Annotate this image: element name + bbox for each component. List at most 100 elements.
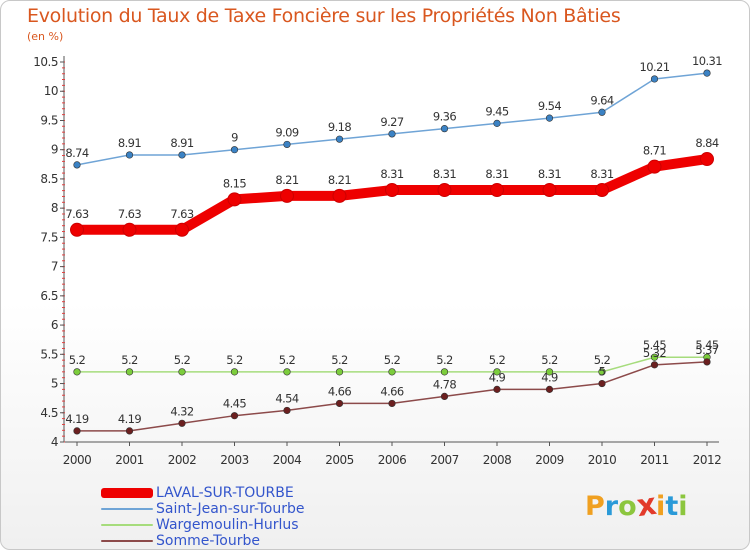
- data-label: 8.31: [433, 167, 456, 181]
- data-point: [227, 192, 242, 207]
- data-point: [283, 368, 291, 376]
- data-point: [440, 125, 449, 133]
- data-label: 8.91: [170, 136, 193, 150]
- data-label: 5.2: [489, 353, 506, 367]
- data-label: 5.45: [695, 338, 718, 352]
- legend-label: LAVAL-SUR-TOURBE: [156, 485, 294, 501]
- y-tick-label: 4: [51, 435, 58, 449]
- x-tick-label: 2002: [168, 453, 197, 467]
- data-point: [73, 368, 81, 376]
- data-point: [125, 368, 134, 376]
- data-label: 4.19: [118, 412, 141, 426]
- data-label: 5.2: [121, 353, 138, 367]
- y-tick-label: 9: [51, 143, 58, 157]
- data-point: [440, 392, 449, 401]
- y-tick-label: 6: [51, 318, 58, 332]
- data-point: [283, 140, 291, 149]
- x-tick-label: 2007: [430, 453, 459, 467]
- data-point: [388, 399, 396, 408]
- data-label: 9.18: [328, 120, 351, 134]
- data-label: 5: [599, 365, 606, 379]
- data-label: 9.27: [380, 115, 403, 129]
- data-label: 4.78: [433, 377, 456, 391]
- data-point: [230, 412, 239, 420]
- data-point: [703, 358, 711, 366]
- legend-item: Somme-Tourbe: [101, 533, 361, 549]
- y-tick-label: 8: [51, 201, 58, 215]
- data-label: 8.15: [223, 176, 246, 190]
- data-label: 8.74: [65, 146, 88, 160]
- x-tick-label: 2000: [63, 453, 92, 467]
- series-wargemoulin-hurlus: 5.2 5.2 5.2 5.2 5.2 5.2 5.2 5.2 5.2 5.2 5.2 5.45 5.4…: [69, 338, 719, 376]
- data-point: [440, 368, 449, 376]
- series-saint-jean-sur-tourbe: 8.74 8.91 8.91 9 9.09 9.18 9.27 9.36 9.45 9.54 9.6…: [65, 54, 723, 169]
- y-tick-label: 8.5: [40, 172, 58, 186]
- data-point: [703, 69, 711, 77]
- data-point: [70, 222, 84, 237]
- legend-label: Somme-Tourbe: [156, 533, 260, 549]
- y-tick-label: 9.5: [40, 113, 58, 127]
- data-point: [493, 368, 501, 376]
- y-tick-label: 10.5: [33, 55, 58, 69]
- data-point: [388, 368, 396, 376]
- data-point: [125, 427, 134, 435]
- logo-letter: o: [618, 491, 637, 522]
- data-point: [493, 119, 501, 127]
- data-label: 10.31: [692, 54, 722, 68]
- data-point: [650, 361, 659, 369]
- data-label: 8.71: [643, 144, 666, 158]
- legend-item: LAVAL-SUR-TOURBE: [101, 485, 361, 501]
- y-tick-label: 6.5: [40, 289, 58, 303]
- data-label: 4.32: [170, 404, 193, 418]
- data-point: [335, 368, 344, 376]
- data-label: 5.2: [174, 353, 191, 367]
- proxiti-logo: Proxiti: [585, 487, 688, 524]
- legend-label: Wargemoulin-Hurlus: [156, 517, 299, 533]
- y-tick-label: 5.5: [40, 347, 58, 361]
- chart-title: Evolution du Taux de Taxe Foncière sur l…: [27, 5, 621, 27]
- data-point: [178, 151, 186, 159]
- data-point: [542, 183, 557, 198]
- data-label: 7.63: [170, 207, 193, 221]
- data-point: [122, 222, 137, 237]
- y-tick-label: 7: [51, 260, 58, 274]
- data-point: [493, 385, 501, 393]
- data-label: 9.36: [433, 110, 456, 124]
- x-tick-label: 2001: [115, 453, 144, 467]
- data-label: 5.2: [279, 353, 296, 367]
- data-label: 5.37: [695, 343, 718, 357]
- y-tick-label: 4.5: [40, 406, 58, 420]
- data-point: [545, 368, 554, 376]
- y-tick-label: 10: [44, 84, 58, 98]
- data-point: [335, 135, 344, 143]
- data-label: 7.63: [118, 207, 141, 221]
- data-label: 4.54: [275, 391, 298, 405]
- data-point: [545, 114, 554, 122]
- data-label: 4.45: [223, 397, 246, 411]
- data-point: [437, 183, 452, 198]
- x-tick-label: 2012: [693, 453, 722, 467]
- x-tick-label: 2011: [640, 453, 669, 467]
- data-point: [283, 406, 291, 415]
- data-label: 10.21: [640, 60, 670, 74]
- data-point: [73, 427, 81, 435]
- x-tick-label: 2005: [325, 453, 354, 467]
- data-point: [332, 188, 347, 203]
- x-tick-label: 2009: [535, 453, 564, 467]
- y-tick-label: 7.5: [40, 230, 58, 244]
- chart-legend: LAVAL-SUR-TOURBE Saint-Jean-sur-Tourbe War…: [101, 485, 361, 549]
- logo-letter: P: [585, 491, 605, 522]
- data-label: 4.19: [65, 412, 88, 426]
- data-label: 4.66: [380, 384, 403, 398]
- data-label: 7.63: [65, 207, 88, 221]
- data-point: [280, 188, 294, 203]
- data-point: [178, 419, 186, 427]
- legend-item: Wargemoulin-Hurlus: [101, 517, 361, 533]
- data-label: 5.45: [643, 338, 666, 352]
- data-point: [73, 161, 81, 169]
- x-tick-label: 2003: [220, 453, 249, 467]
- x-tick-label: 2004: [273, 453, 302, 467]
- data-label: 8.31: [485, 167, 508, 181]
- legend-swatch: [101, 488, 153, 498]
